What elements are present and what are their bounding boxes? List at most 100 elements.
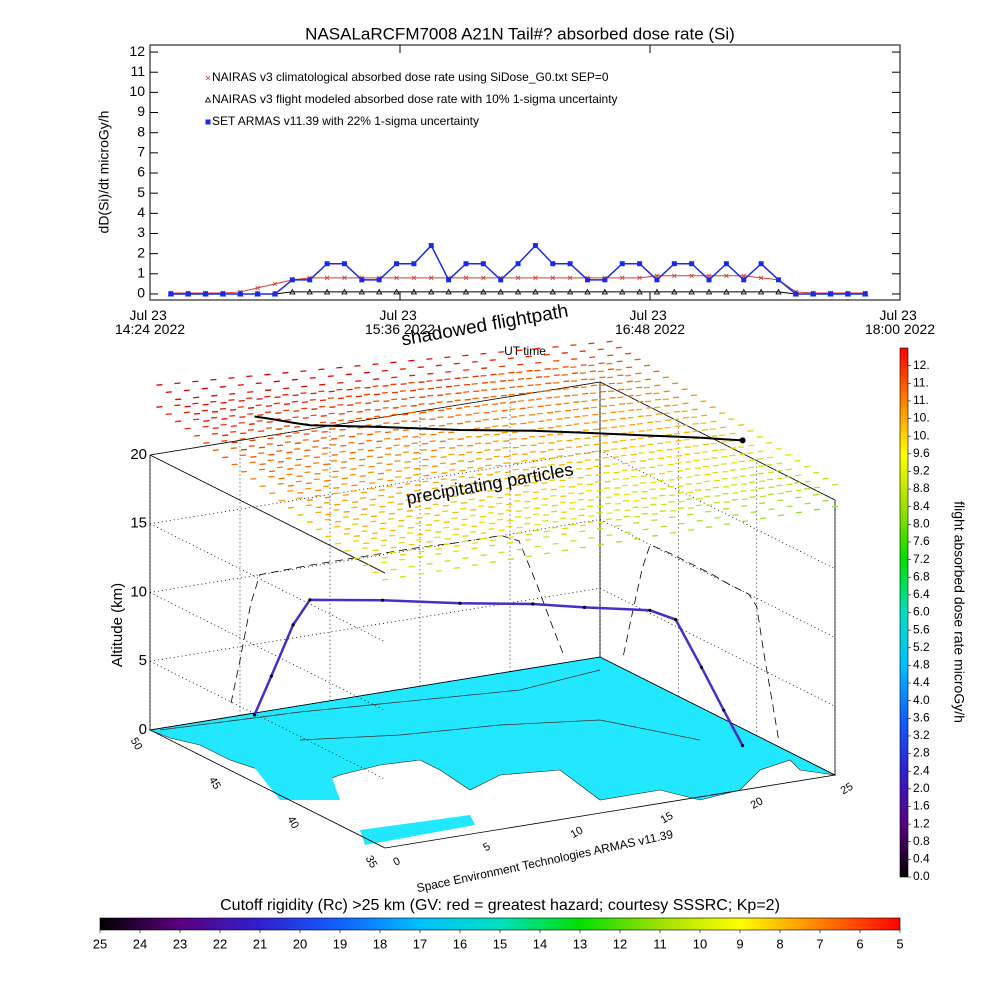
field-dash — [657, 465, 663, 466]
field-dash — [597, 528, 603, 529]
field-dash — [463, 558, 469, 559]
field-dash — [268, 454, 274, 455]
field-dash — [383, 401, 389, 402]
field-dash — [360, 498, 366, 499]
y-tick-label: 7 — [137, 144, 145, 160]
field-dash — [292, 401, 298, 402]
field-dash — [590, 371, 596, 372]
y-tick-label: 11 — [130, 63, 145, 79]
field-dash — [785, 477, 791, 478]
field-dash — [315, 473, 321, 474]
field-dash — [353, 541, 359, 542]
colorbar-tick-label: 9.6 — [913, 446, 930, 460]
field-dash — [694, 453, 700, 454]
field-dash — [512, 454, 518, 455]
field-dash — [501, 417, 507, 418]
field-dash — [352, 502, 358, 503]
field-dash — [370, 499, 376, 500]
field-dash — [472, 384, 478, 385]
field-dash — [387, 464, 393, 465]
field-dash — [402, 414, 408, 415]
field-dash — [522, 454, 528, 455]
field-dash — [257, 437, 263, 438]
field-dash — [401, 421, 407, 422]
field-dash — [704, 459, 710, 460]
field-dash — [292, 379, 298, 380]
field-dash — [685, 447, 691, 448]
field-dash — [635, 373, 641, 374]
field-dash — [464, 407, 470, 408]
field-dash — [304, 456, 310, 457]
field-dash — [489, 523, 495, 524]
field-dash — [731, 485, 737, 486]
y-tick-label: 50 — [128, 736, 145, 753]
field-dash — [531, 445, 537, 446]
field-dash — [454, 385, 460, 386]
field-dash — [372, 386, 378, 387]
data-point — [429, 243, 434, 248]
field-dash — [286, 452, 292, 453]
field-dash — [484, 450, 490, 451]
field-dash — [388, 519, 394, 520]
field-dash — [642, 491, 648, 492]
data-point — [238, 291, 243, 296]
field-dash — [711, 443, 717, 444]
field-dash — [732, 500, 738, 501]
colorbar-tick-label: 8.0 — [913, 517, 930, 531]
field-dash — [466, 437, 472, 438]
field-dash — [603, 457, 609, 458]
field-dash — [570, 525, 576, 526]
field-dash — [352, 524, 358, 525]
field-dash — [515, 495, 521, 496]
data-point — [602, 277, 607, 282]
field-dash — [723, 509, 729, 510]
field-dash — [668, 502, 674, 503]
field-dash — [306, 483, 312, 484]
field-dash — [607, 377, 613, 378]
field-dash — [222, 435, 228, 436]
field-dash — [634, 516, 640, 517]
legend-label: SET ARMAS v11.39 with 22% 1-sigma uncert… — [212, 114, 479, 128]
field-dash — [610, 398, 616, 399]
field-dash — [661, 526, 667, 527]
field-dash — [544, 376, 550, 377]
colorbar-tick-label: 11. — [913, 375, 929, 389]
field-dash — [228, 378, 234, 379]
field-dash — [572, 395, 578, 396]
field-dash — [365, 403, 371, 404]
field-dash — [715, 518, 721, 519]
field-dash — [300, 393, 306, 394]
field-dash — [580, 525, 586, 526]
field-dash — [776, 485, 782, 486]
field-dash — [417, 557, 423, 558]
field-dash — [400, 369, 406, 370]
field-dash — [473, 413, 479, 414]
field-dash — [503, 441, 509, 442]
field-dash — [479, 522, 485, 523]
field-dash — [305, 466, 311, 467]
field-dash — [429, 404, 435, 405]
field-dash — [463, 392, 469, 393]
field-dash — [250, 479, 256, 480]
field-dash — [380, 528, 386, 529]
field-dash — [537, 413, 543, 414]
field-dash — [448, 432, 454, 433]
field-dash — [527, 393, 533, 394]
field-dash — [418, 574, 424, 575]
field-dash — [614, 488, 620, 489]
field-dash — [356, 418, 362, 419]
field-dash — [632, 485, 638, 486]
field-dash — [491, 389, 497, 390]
field-dash — [239, 423, 245, 424]
field-dash — [611, 427, 617, 428]
field-dash — [688, 508, 694, 509]
field-dash — [600, 413, 606, 414]
field-dash — [166, 392, 172, 393]
field-dash — [557, 434, 563, 435]
colorbar-tick-label: 12 — [613, 936, 627, 951]
field-dash — [256, 383, 262, 384]
field-dash — [694, 475, 700, 476]
data-point — [273, 291, 278, 296]
field-dash — [373, 401, 379, 402]
flight-point — [722, 709, 725, 712]
